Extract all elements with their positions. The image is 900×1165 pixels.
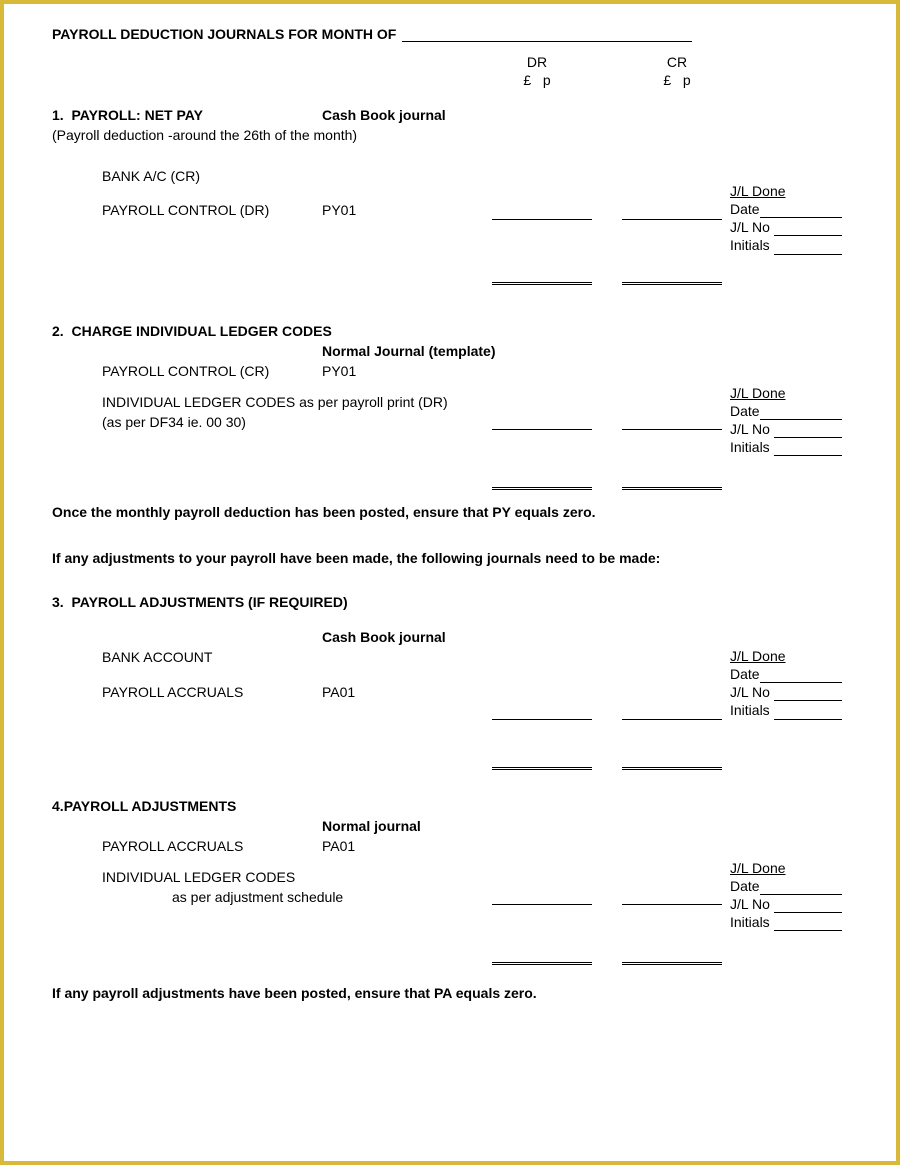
cr-p: p	[683, 72, 691, 88]
jl-no-label: J/L No	[730, 684, 770, 700]
s2-cr-line[interactable]	[622, 415, 722, 430]
s1-journal: Cash Book journal	[322, 105, 446, 125]
jl-done: J/L Done	[730, 647, 856, 665]
jl-initials-label: Initials	[730, 439, 770, 455]
drcr-header: DR £ p CR £ p	[512, 54, 856, 89]
s1-bank: BANK A/C (CR)	[102, 166, 322, 186]
s2-dr-total	[492, 473, 592, 490]
s3-dr-total	[492, 753, 592, 770]
s2-ledger: INDIVIDUAL LEDGER CODES as per payroll p…	[102, 392, 492, 412]
s3-jl-block: J/L Done Date J/L No Initials	[722, 647, 856, 720]
jl-date-label: Date	[730, 201, 760, 217]
section-1: 1. PAYROLL: NET PAY Cash Book journal (P…	[52, 105, 856, 285]
s1-code: PY01	[322, 200, 442, 220]
s3-bank: BANK ACCOUNT	[102, 647, 322, 667]
s2-code: PY01	[322, 361, 442, 381]
s4-dr-line[interactable]	[492, 890, 592, 905]
jl-done: J/L Done	[730, 859, 856, 877]
s3-journal: Cash Book journal	[322, 627, 446, 647]
s4-ledger-sub: as per adjustment schedule	[102, 887, 492, 907]
s1-dr-total	[492, 268, 592, 285]
s4-code: PA01	[322, 836, 442, 856]
dr-gbp: £	[523, 72, 531, 88]
s2-num: 2.	[52, 323, 64, 339]
jl-initials-line[interactable]	[774, 719, 842, 720]
s2-heading: CHARGE INDIVIDUAL LEDGER CODES	[71, 323, 331, 339]
s3-cr-total	[622, 753, 722, 770]
s1-num: 1.	[52, 107, 64, 123]
jl-no-label: J/L No	[730, 421, 770, 437]
s3-cr-line[interactable]	[622, 705, 722, 720]
s1-dr-line[interactable]	[492, 205, 592, 220]
note-pa-zero: If any payroll adjustments have been pos…	[52, 985, 856, 1001]
jl-initials-label: Initials	[730, 914, 770, 930]
s4-journal: Normal journal	[322, 816, 421, 836]
note-py-zero: Once the monthly payroll deduction has b…	[52, 504, 856, 520]
s3-code: PA01	[322, 682, 442, 702]
s4-accruals: PAYROLL ACCRUALS	[102, 836, 322, 856]
jl-done: J/L Done	[730, 182, 856, 200]
s2-journal: Normal Journal (template)	[322, 341, 495, 361]
s4-jl-block: J/L Done Date J/L No Initials	[722, 859, 856, 932]
s2-jl-block: J/L Done Date J/L No Initials	[722, 384, 856, 457]
jl-done: J/L Done	[730, 384, 856, 402]
jl-no-label: J/L No	[730, 896, 770, 912]
s1-sub: (Payroll deduction -around the 26th of t…	[52, 125, 357, 145]
page-title: PAYROLL DEDUCTION JOURNALS FOR MONTH OF	[52, 26, 396, 42]
s4-cr-total	[622, 948, 722, 965]
s1-jl-block: J/L Done Date J/L No Initials	[722, 182, 856, 255]
cr-label: CR	[652, 54, 702, 72]
month-field-line[interactable]	[402, 27, 692, 42]
jl-initials-line[interactable]	[774, 455, 842, 456]
s2-control: PAYROLL CONTROL (CR)	[102, 361, 322, 381]
note-adjustments: If any adjustments to your payroll have …	[52, 550, 856, 566]
s4-heading: PAYROLL ADJUSTMENTS	[64, 798, 237, 814]
jl-date-label: Date	[730, 666, 760, 682]
s3-heading: PAYROLL ADJUSTMENTS (IF REQUIRED)	[71, 594, 347, 610]
s1-heading: PAYROLL: NET PAY	[71, 107, 202, 123]
s2-ledger-sub: (as per DF34 ie. 00 30)	[102, 412, 492, 432]
jl-initials-label: Initials	[730, 237, 770, 253]
s2-dr-line[interactable]	[492, 415, 592, 430]
section-4: 4.PAYROLL ADJUSTMENTS Normal journal PAY…	[52, 796, 856, 966]
s1-cr-line[interactable]	[622, 205, 722, 220]
jl-initials-line[interactable]	[774, 254, 842, 255]
s1-cr-total	[622, 268, 722, 285]
s4-dr-total	[492, 948, 592, 965]
s1-control: PAYROLL CONTROL (DR)	[102, 200, 322, 220]
s3-num: 3.	[52, 594, 64, 610]
jl-initials-label: Initials	[730, 702, 770, 718]
jl-no-label: J/L No	[730, 219, 770, 235]
jl-initials-line[interactable]	[774, 930, 842, 931]
cr-gbp: £	[663, 72, 671, 88]
section-2: 2. CHARGE INDIVIDUAL LEDGER CODES Normal…	[52, 321, 856, 491]
s2-cr-total	[622, 473, 722, 490]
dr-p: p	[543, 72, 551, 88]
jl-date-label: Date	[730, 878, 760, 894]
s4-cr-line[interactable]	[622, 890, 722, 905]
s3-dr-line[interactable]	[492, 705, 592, 720]
section-3: 3. PAYROLL ADJUSTMENTS (IF REQUIRED) Cas…	[52, 592, 856, 769]
dr-label: DR	[512, 54, 562, 72]
s4-num: 4.	[52, 798, 64, 814]
s4-ledger: INDIVIDUAL LEDGER CODES	[102, 867, 492, 887]
s3-accruals: PAYROLL ACCRUALS	[102, 682, 322, 702]
jl-date-label: Date	[730, 403, 760, 419]
